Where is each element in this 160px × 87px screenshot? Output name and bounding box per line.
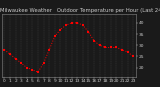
Text: Milwaukee Weather   Outdoor Temperature per Hour (Last 24 Hours): Milwaukee Weather Outdoor Temperature pe…: [0, 8, 160, 13]
